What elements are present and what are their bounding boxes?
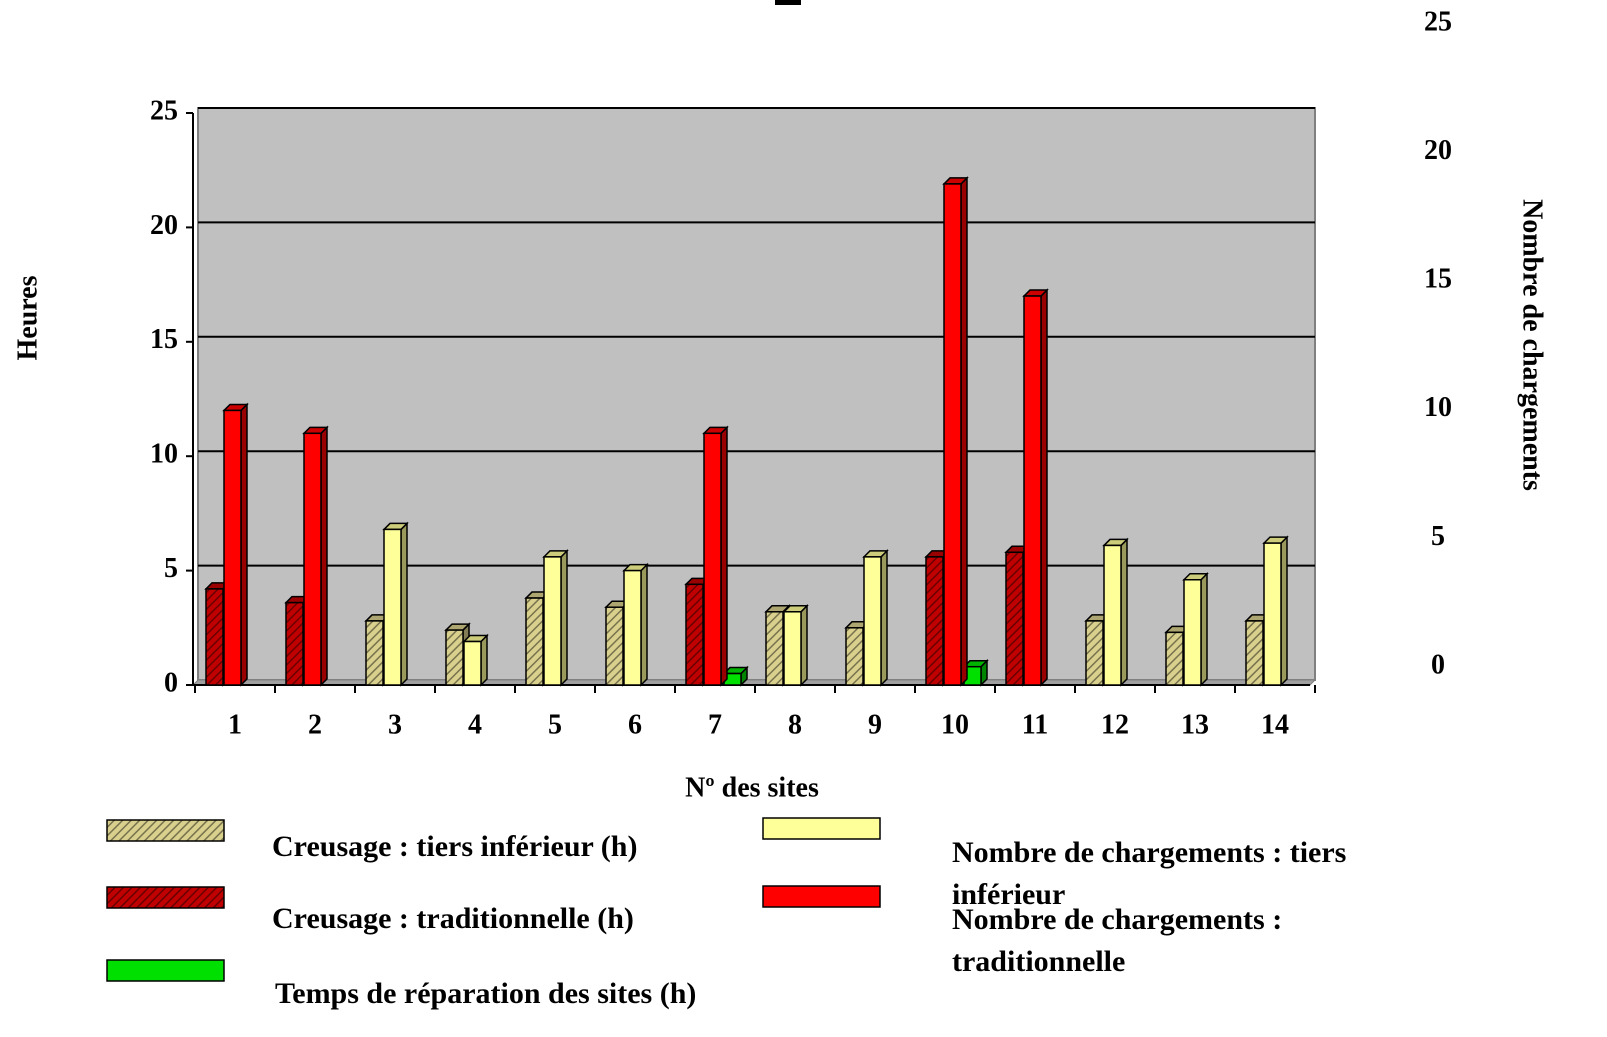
- legend-label: Temps de réparation des sites (h): [275, 977, 697, 1010]
- x-tick-label: 2: [308, 709, 322, 740]
- bar: [845, 627, 864, 686]
- x-tick-label: 8: [788, 709, 802, 740]
- bar-side: [1200, 571, 1208, 687]
- bar: [783, 611, 802, 686]
- legend-swatch: [106, 819, 225, 842]
- x-tick-label: 1: [228, 709, 242, 740]
- y-tick-label: 0: [164, 667, 178, 698]
- legend-swatch: [762, 817, 881, 840]
- x-tick-label: 4: [468, 709, 482, 740]
- bar: [1005, 551, 1024, 686]
- legend-swatch: [762, 885, 881, 908]
- bar-side: [400, 521, 408, 687]
- y2-axis-label: Nombre de chargements: [1517, 199, 1548, 491]
- bar: [1023, 295, 1042, 686]
- y2-tick-label: 25: [1424, 6, 1452, 37]
- bar: [205, 588, 224, 686]
- legend-swatch: [106, 959, 225, 982]
- bar: [223, 409, 242, 686]
- bar-side: [240, 402, 248, 687]
- x-tick-label: 7: [708, 709, 722, 740]
- bar-side: [320, 425, 328, 687]
- bar: [463, 640, 482, 686]
- plot-background: [197, 107, 1316, 681]
- x-tick-label: 12: [1101, 709, 1129, 740]
- bar-side: [800, 603, 808, 687]
- bar: [543, 556, 562, 686]
- bar-side: [560, 549, 568, 687]
- bar: [1183, 579, 1202, 686]
- bar: [383, 528, 402, 686]
- legend-label: Creusage : tiers inférieur (h): [272, 830, 638, 863]
- bar-side: [640, 562, 648, 687]
- legend-swatch: [106, 886, 225, 909]
- bar: [1103, 544, 1122, 686]
- bar-side: [1040, 288, 1048, 687]
- bar: [1085, 620, 1104, 686]
- x-tick-label: 6: [628, 709, 642, 740]
- x-tick-label: 3: [388, 709, 402, 740]
- bar: [685, 583, 704, 686]
- legend-label: Nombre de chargements : traditionnelle: [952, 903, 1283, 978]
- bar: [863, 556, 882, 686]
- x-tick-label: 13: [1181, 709, 1209, 740]
- bar: [445, 629, 464, 686]
- y-tick-label: 25: [150, 95, 178, 126]
- x-tick-label: 11: [1022, 709, 1048, 740]
- bar-side: [880, 549, 888, 687]
- bar-side: [1280, 535, 1288, 687]
- y-tick-label: 15: [150, 324, 178, 355]
- y-tick-label: 5: [164, 553, 178, 584]
- y2-tick-label: 10: [1424, 392, 1452, 423]
- legend-label: Nombre de chargements : tiers inférieur: [952, 836, 1347, 911]
- bar: [1245, 620, 1264, 686]
- x-axis-label: Nº des sites: [685, 772, 819, 803]
- bar-side: [480, 633, 488, 687]
- bar: [525, 597, 544, 686]
- y2-tick-label: 5: [1431, 521, 1445, 552]
- y2-tick-label: 15: [1424, 264, 1452, 295]
- bar: [605, 606, 624, 686]
- bar: [303, 432, 322, 686]
- legend-label: Creusage : traditionnelle (h): [272, 902, 634, 935]
- bar: [943, 183, 962, 686]
- bar: [1165, 631, 1184, 686]
- bar: [623, 569, 642, 686]
- x-tick-label: 10: [941, 709, 969, 740]
- title-fragment: [775, 0, 801, 5]
- bar-side: [960, 176, 968, 687]
- bar-side: [1120, 537, 1128, 687]
- y2-tick-label: 0: [1431, 649, 1445, 680]
- x-tick-label: 5: [548, 709, 562, 740]
- x-tick-label: 9: [868, 709, 882, 740]
- bar: [285, 601, 304, 686]
- x-tick-label: 14: [1261, 709, 1289, 740]
- bar: [365, 620, 384, 686]
- bar: [765, 611, 784, 686]
- bar-side: [720, 425, 728, 687]
- bar: [703, 432, 722, 686]
- y-tick-label: 10: [150, 439, 178, 470]
- bar: [925, 556, 944, 686]
- y-tick-label: 20: [150, 210, 178, 241]
- y-axis-label: Heures: [12, 275, 43, 360]
- bar: [1263, 542, 1282, 686]
- y2-tick-label: 20: [1424, 135, 1452, 166]
